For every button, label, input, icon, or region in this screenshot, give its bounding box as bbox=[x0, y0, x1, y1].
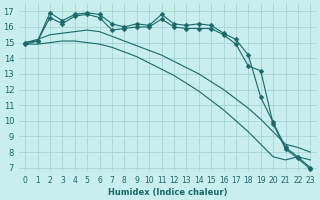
X-axis label: Humidex (Indice chaleur): Humidex (Indice chaleur) bbox=[108, 188, 228, 197]
